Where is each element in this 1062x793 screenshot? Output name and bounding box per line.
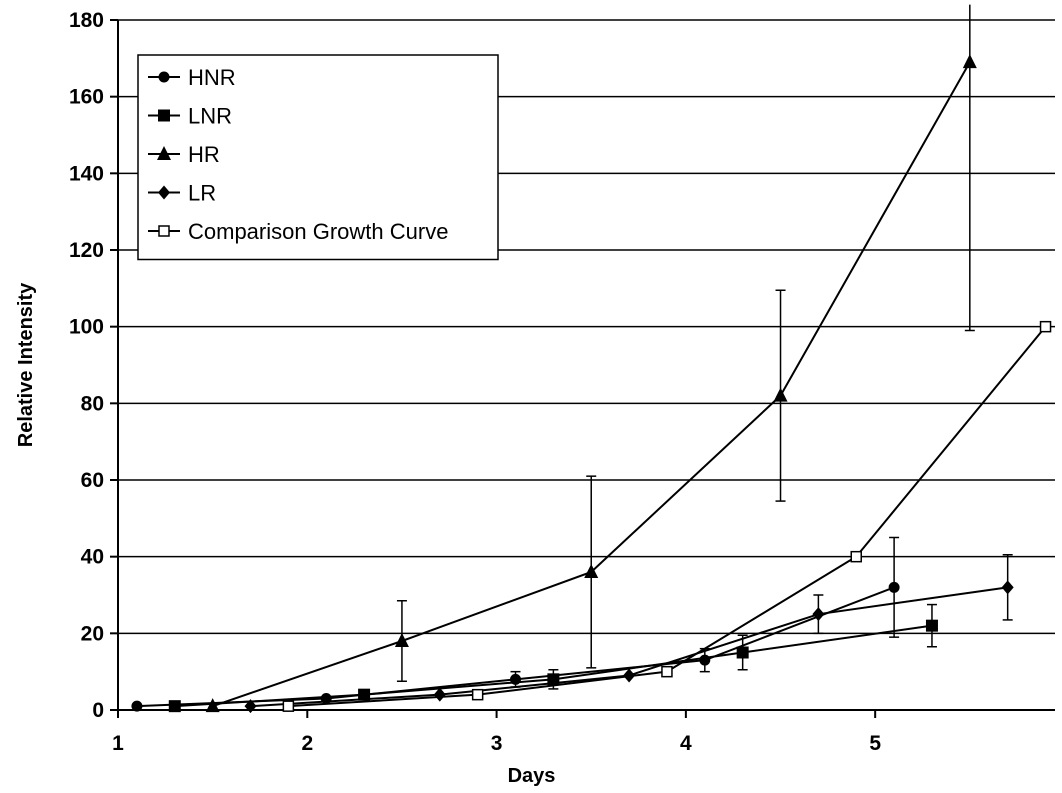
data-point	[168, 700, 181, 713]
series-hr	[205, 4, 977, 713]
x-tick-label: 2	[301, 732, 313, 755]
data-point	[394, 633, 409, 647]
data-point	[131, 700, 143, 712]
x-tick-label: 1	[112, 732, 124, 755]
x-tick-label: 3	[491, 732, 503, 755]
legend-marker	[158, 225, 170, 237]
y-tick-label: 80	[81, 392, 104, 415]
series-lnr	[168, 603, 938, 713]
data-point	[812, 607, 825, 622]
data-point	[736, 646, 749, 659]
y-tick-label: 40	[81, 546, 104, 569]
data-point	[888, 581, 900, 593]
data-point	[925, 619, 938, 632]
legend-label: LNR	[188, 104, 232, 129]
legend-item: LNR	[148, 104, 232, 129]
legend-label: LR	[188, 181, 216, 206]
data-point	[584, 564, 599, 578]
y-tick-label: 120	[69, 239, 104, 262]
series-comparison-growth-curve	[282, 320, 1052, 712]
data-point	[1001, 580, 1014, 595]
data-point	[282, 700, 295, 712]
y-tick-label: 0	[92, 699, 104, 722]
data-point	[661, 665, 673, 678]
legend-item: LR	[148, 181, 216, 206]
y-tick-label: 60	[81, 469, 104, 492]
y-tick-label: 100	[69, 316, 104, 339]
legend-item: HR	[148, 142, 220, 167]
x-tick-label: 4	[680, 732, 692, 755]
y-tick-label: 140	[69, 162, 104, 185]
y-tick-label: 180	[69, 9, 104, 32]
legend-label: Comparison Growth Curve	[188, 219, 448, 244]
y-tick-label: 160	[69, 86, 104, 109]
legend-items: HNR LNR HR LR Comparison Growth Curve	[148, 65, 448, 244]
legend-marker	[158, 109, 170, 122]
x-tick-label: 5	[869, 732, 881, 755]
legend-marker	[158, 185, 170, 200]
data-point	[205, 698, 220, 713]
legend-marker	[158, 71, 170, 83]
x-axis-title: Days	[508, 765, 556, 787]
data-point	[244, 699, 257, 714]
legend-label: HR	[188, 142, 220, 167]
x-axis-ticks: 1 2 3 4 5	[112, 710, 881, 755]
data-point	[358, 688, 371, 701]
data-point	[773, 387, 788, 402]
data-point	[850, 550, 862, 563]
y-axis-ticks: 0 20 40 60 80 100 120 140 160 180	[69, 9, 118, 722]
y-tick-label: 20	[81, 622, 104, 645]
legend-box	[137, 54, 499, 261]
data-point	[433, 687, 446, 702]
data-point	[471, 688, 484, 701]
legend-item: Comparison Growth Curve	[148, 219, 448, 244]
series-layer	[131, 4, 1052, 714]
series-line	[174, 624, 933, 708]
data-point	[1039, 320, 1052, 333]
data-point	[962, 54, 977, 69]
legend-marker	[157, 146, 171, 160]
y-axis-title: Relative Intensity	[15, 282, 37, 447]
legend: HNR LNR HR LR Comparison Growth Curve	[137, 54, 499, 261]
legend-label: HNR	[188, 65, 236, 90]
legend-item: HNR	[148, 65, 236, 90]
